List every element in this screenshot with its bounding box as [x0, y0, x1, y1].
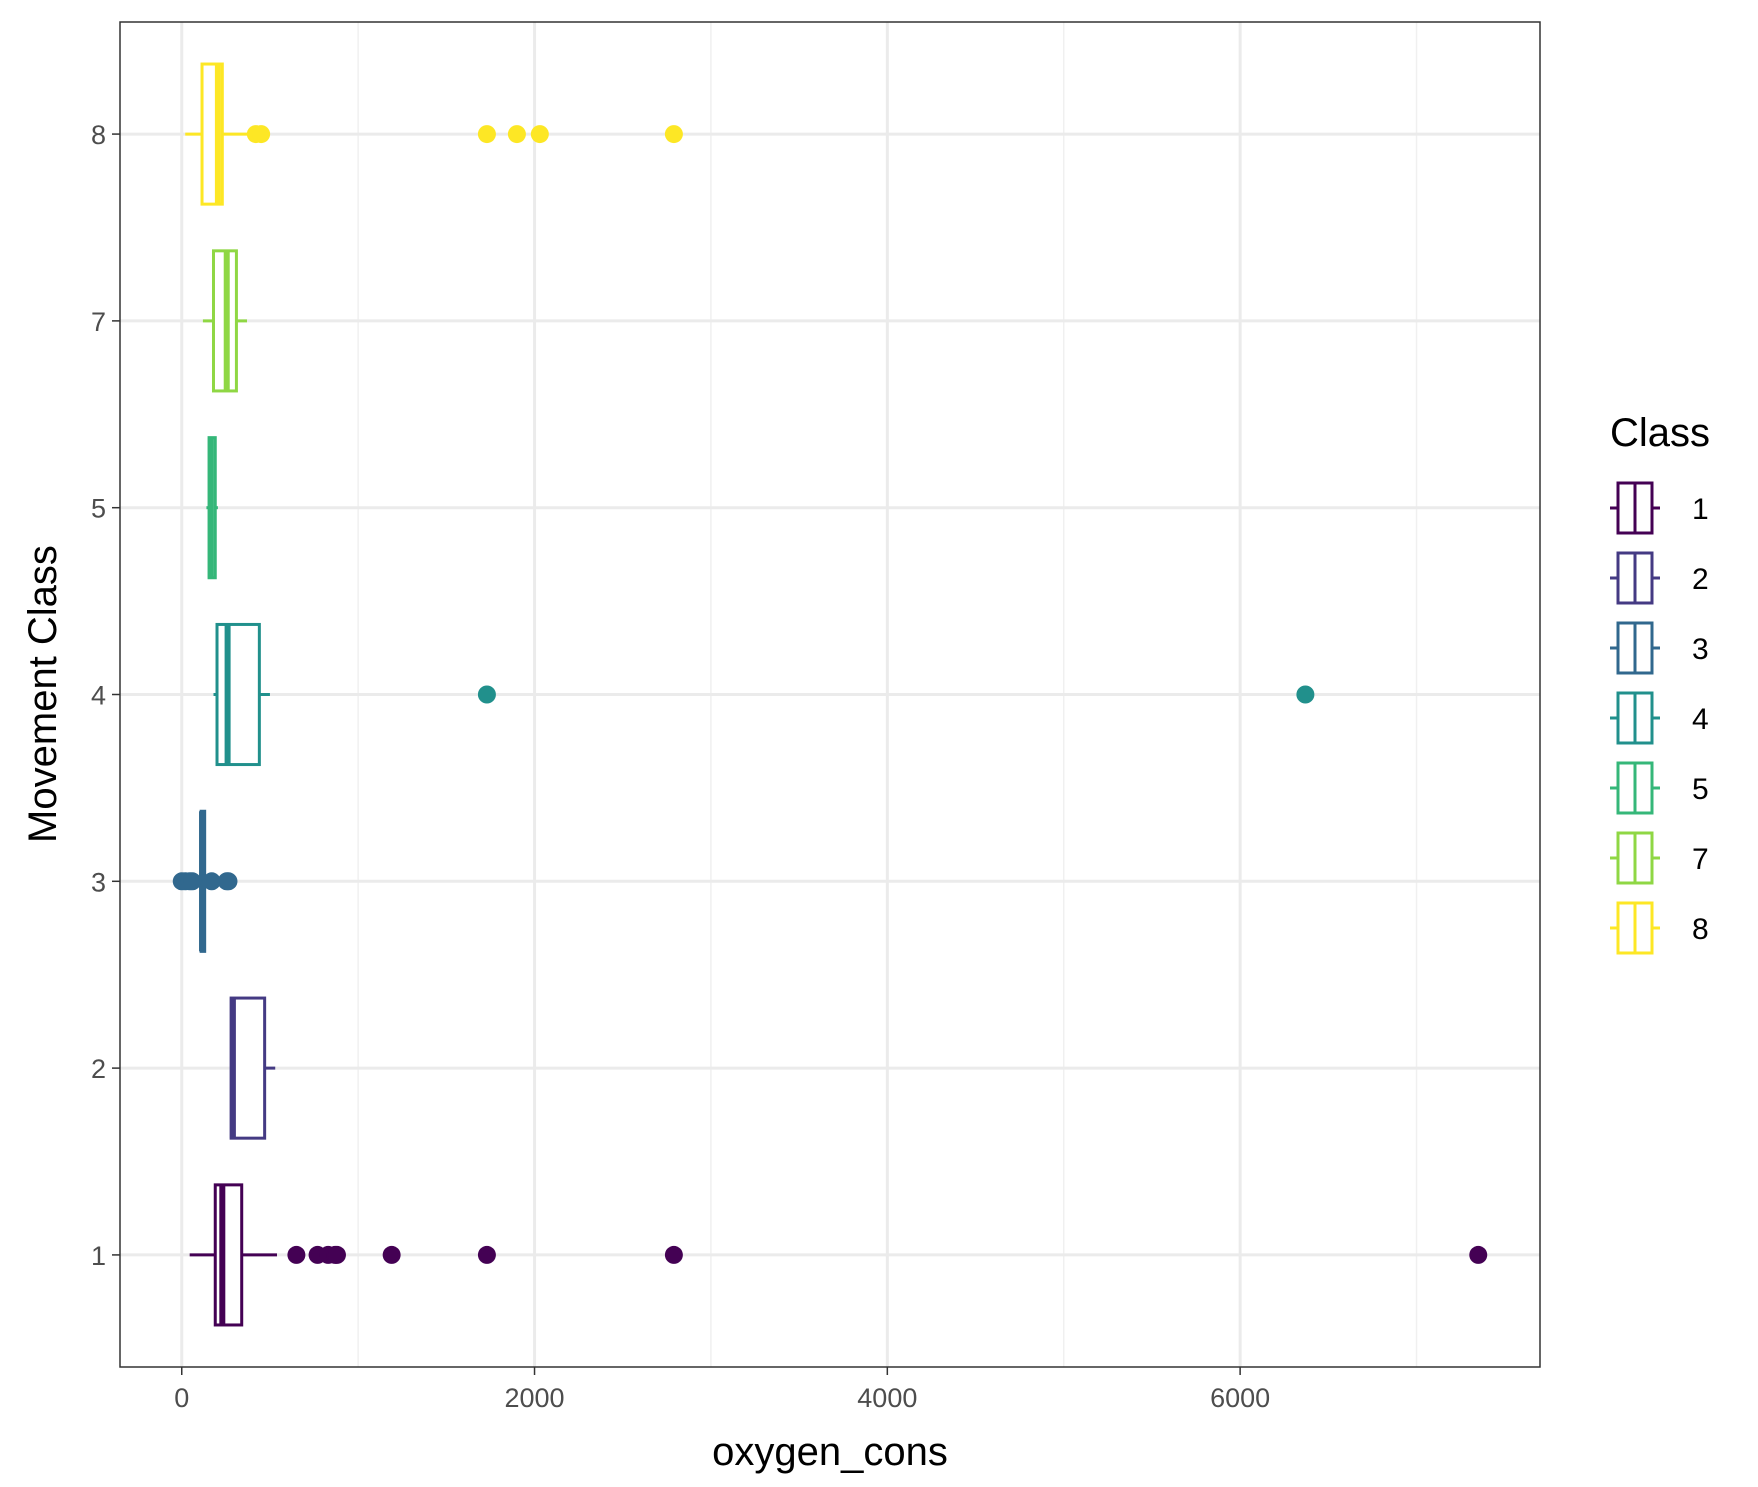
outlier-point [252, 125, 271, 144]
legend-label: 3 [1692, 633, 1709, 666]
legend-label: 1 [1692, 493, 1709, 526]
legend-label: 4 [1692, 703, 1709, 736]
legend-label: 7 [1692, 843, 1709, 876]
outlier-point [664, 125, 683, 144]
box-class-4 [213, 622, 1315, 767]
legend-entry-4: 4 [1610, 691, 1709, 745]
outlier-point [477, 1245, 496, 1264]
y-tick-label: 7 [91, 307, 106, 337]
box-class-3 [172, 809, 238, 953]
y-tick-label: 1 [91, 1241, 106, 1271]
legend-entry-3: 3 [1610, 621, 1709, 675]
legend-title: Class [1610, 411, 1710, 455]
y-tick-label: 8 [91, 120, 106, 150]
outlier-point [477, 685, 496, 704]
x-axis: 0 2000 4000 6000 [174, 1367, 1270, 1413]
legend-label: 2 [1692, 563, 1709, 596]
box-iqr [229, 996, 267, 1140]
x-tick-label: 4000 [857, 1383, 917, 1413]
boxes-layer [172, 62, 1488, 1327]
y-axis-title: Movement Class [21, 545, 65, 843]
outlier-point [1469, 1245, 1488, 1264]
legend-entry-8: 8 [1610, 901, 1709, 955]
box-class-7 [202, 249, 248, 393]
x-axis-title: oxygen_cons [712, 1430, 948, 1474]
legend-label: 8 [1692, 913, 1709, 946]
outlier-point [530, 125, 549, 144]
x-tick-label: 6000 [1210, 1383, 1270, 1413]
outlier-point [219, 872, 238, 891]
y-tick-label: 3 [91, 867, 106, 897]
legend: Class 1 2 3 4 5 7 8 [1610, 411, 1710, 955]
outlier-point [664, 1245, 683, 1264]
outlier-point [477, 125, 496, 144]
y-tick-label: 2 [91, 1054, 106, 1084]
box-class-5 [206, 436, 218, 580]
box-class-2 [229, 996, 276, 1140]
legend-label: 5 [1692, 773, 1709, 806]
box-class-8 [185, 62, 683, 206]
legend-entry-2: 2 [1610, 551, 1709, 605]
legend-entry-1: 1 [1610, 481, 1709, 535]
outlier-point [1296, 685, 1315, 704]
y-tick-label: 5 [91, 494, 106, 524]
legend-entry-5: 5 [1610, 761, 1709, 815]
outlier-point [327, 1245, 346, 1264]
outlier-point [382, 1245, 401, 1264]
legend-entry-7: 7 [1610, 831, 1709, 885]
grid-lines [120, 22, 1540, 1367]
outlier-point [183, 872, 202, 891]
outlier-point [202, 872, 221, 891]
x-tick-label: 0 [174, 1383, 189, 1413]
outlier-point [507, 125, 526, 144]
box-class-1 [189, 1183, 1488, 1327]
y-axis: 1 2 3 4 5 7 8 [91, 120, 120, 1271]
outlier-point [287, 1245, 306, 1264]
box-iqr [213, 1183, 244, 1327]
y-tick-label: 4 [91, 681, 106, 711]
x-tick-label: 2000 [504, 1383, 564, 1413]
box-iqr [215, 622, 261, 767]
